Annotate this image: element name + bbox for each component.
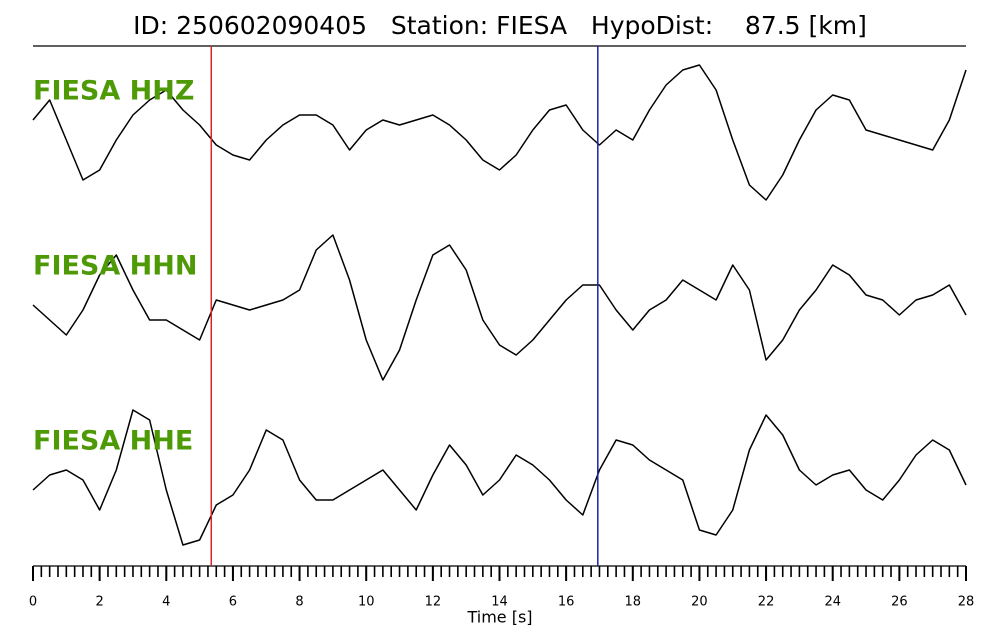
trace-label: FIESA HHZ — [33, 76, 194, 107]
x-tick-label: 18 — [625, 595, 642, 610]
trace — [32, 409, 967, 546]
x-tick-label: 8 — [295, 595, 303, 610]
x-tick-label: 16 — [558, 595, 575, 610]
trace — [32, 64, 967, 201]
trace-label: FIESA HHN — [33, 251, 197, 282]
trace — [32, 234, 967, 381]
x-tick-label: 20 — [691, 595, 708, 610]
chart-title: ID: 250602090405 Station: FIESA HypoDist… — [133, 11, 867, 40]
x-tick-label: 10 — [358, 595, 375, 610]
x-tick-label: 12 — [425, 595, 442, 610]
x-tick-label: 0 — [29, 595, 37, 610]
x-tick-label: 22 — [758, 595, 775, 610]
x-tick-label: 6 — [229, 595, 237, 610]
trace-label: FIESA HHE — [33, 426, 193, 457]
x-tick-label: 26 — [891, 595, 908, 610]
x-tick-label: 28 — [958, 595, 975, 610]
x-tick-label: 14 — [491, 595, 508, 610]
x-tick-label: 4 — [162, 595, 170, 610]
x-tick-label: 2 — [96, 595, 104, 610]
x-tick-label: 24 — [824, 595, 841, 610]
x-axis-label: Time [s] — [466, 608, 532, 627]
